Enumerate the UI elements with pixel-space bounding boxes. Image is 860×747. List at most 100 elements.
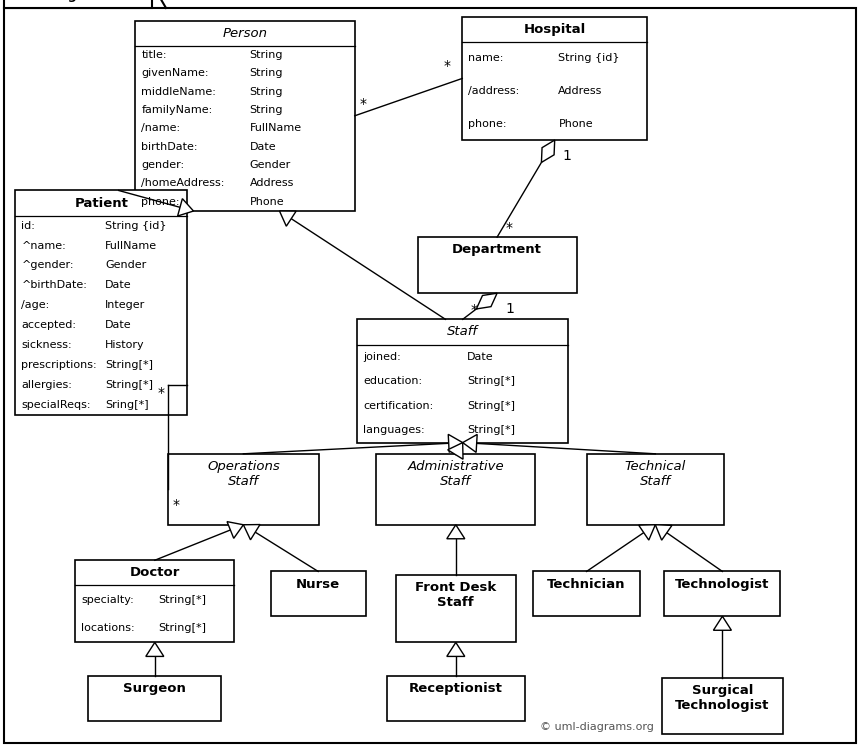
Text: /age:: /age: <box>22 300 50 310</box>
Text: Department: Department <box>452 244 542 256</box>
Text: id:: id: <box>22 220 35 231</box>
Text: String {id}: String {id} <box>558 53 620 63</box>
Text: sickness:: sickness: <box>22 340 72 350</box>
Text: /name:: /name: <box>141 123 181 134</box>
Polygon shape <box>447 524 464 539</box>
Polygon shape <box>714 616 731 630</box>
Text: Gender: Gender <box>105 261 146 270</box>
Polygon shape <box>448 434 463 452</box>
Text: Date: Date <box>105 320 132 330</box>
Text: String: String <box>249 50 283 60</box>
Text: *: * <box>505 221 512 235</box>
Text: Address: Address <box>558 86 603 96</box>
Text: Integer: Integer <box>105 300 145 310</box>
Text: languages:: languages: <box>363 425 425 436</box>
Bar <box>88 676 222 721</box>
Text: String[*]: String[*] <box>105 360 153 370</box>
Text: *: * <box>359 97 366 111</box>
Polygon shape <box>448 442 463 459</box>
Text: *: * <box>443 60 451 73</box>
Text: Technician: Technician <box>547 577 626 591</box>
Text: Date: Date <box>105 280 132 291</box>
Text: allergies:: allergies: <box>22 379 72 390</box>
Bar <box>358 320 568 442</box>
Text: familyName:: familyName: <box>141 105 212 115</box>
Text: String: String <box>249 87 283 96</box>
Text: ^gender:: ^gender: <box>22 261 74 270</box>
Text: *: * <box>157 385 164 400</box>
Bar <box>377 454 535 525</box>
Text: middleName:: middleName: <box>141 87 217 96</box>
Text: *: * <box>470 303 477 317</box>
Text: String: String <box>249 68 283 78</box>
Text: 1: 1 <box>562 149 572 163</box>
Text: Technical
Staff: Technical Staff <box>624 460 686 488</box>
Bar <box>418 238 576 293</box>
Text: Doctor: Doctor <box>130 566 180 580</box>
Text: ^name:: ^name: <box>22 241 66 250</box>
Text: title:: title: <box>141 50 167 60</box>
Text: Receptionist: Receptionist <box>408 682 503 695</box>
Bar <box>664 571 781 616</box>
Bar <box>135 20 354 211</box>
Text: Date: Date <box>467 352 494 362</box>
Text: /homeAddress:: /homeAddress: <box>141 179 224 188</box>
Polygon shape <box>463 435 477 453</box>
Text: String[*]: String[*] <box>105 379 153 390</box>
Text: Phone: Phone <box>558 119 593 128</box>
Bar <box>15 190 187 415</box>
Polygon shape <box>476 293 497 309</box>
Bar <box>387 676 525 721</box>
Text: 1: 1 <box>505 303 514 316</box>
Polygon shape <box>542 140 555 162</box>
Polygon shape <box>178 199 194 216</box>
Polygon shape <box>227 521 243 539</box>
Bar <box>168 454 318 525</box>
Text: name:: name: <box>468 53 504 63</box>
Text: birthDate:: birthDate: <box>141 142 198 152</box>
Text: String[*]: String[*] <box>158 623 206 633</box>
Text: Gender: Gender <box>249 160 291 170</box>
Text: /address:: /address: <box>468 86 519 96</box>
Text: Person: Person <box>223 27 267 40</box>
Text: Hospital: Hospital <box>524 23 586 36</box>
Polygon shape <box>639 524 655 540</box>
Text: © uml-diagrams.org: © uml-diagrams.org <box>540 722 654 732</box>
Text: Administrative
Staff: Administrative Staff <box>408 460 504 488</box>
Text: joined:: joined: <box>363 352 401 362</box>
Text: String[*]: String[*] <box>467 425 515 436</box>
Text: phone:: phone: <box>141 197 180 207</box>
Text: locations:: locations: <box>81 623 135 633</box>
Text: String[*]: String[*] <box>158 595 206 604</box>
Text: String: String <box>249 105 283 115</box>
Bar <box>463 17 648 140</box>
Text: class Organization: class Organization <box>12 0 141 2</box>
Text: Surgeon: Surgeon <box>123 682 187 695</box>
Text: Address: Address <box>249 179 294 188</box>
Text: Staff: Staff <box>447 326 478 338</box>
Bar <box>587 454 724 525</box>
Text: FullName: FullName <box>105 241 157 250</box>
Text: Nurse: Nurse <box>296 577 341 591</box>
Text: phone:: phone: <box>468 119 507 128</box>
Bar <box>662 678 783 734</box>
Text: ^birthDate:: ^birthDate: <box>22 280 88 291</box>
Text: gender:: gender: <box>141 160 185 170</box>
Text: String[*]: String[*] <box>467 376 515 386</box>
Text: Patient: Patient <box>75 196 128 210</box>
Text: Technologist: Technologist <box>675 577 770 591</box>
Text: Date: Date <box>249 142 276 152</box>
Bar <box>533 571 640 616</box>
Polygon shape <box>655 524 672 540</box>
Text: Operations
Staff: Operations Staff <box>207 460 280 488</box>
Text: String[*]: String[*] <box>467 401 515 411</box>
Text: specialty:: specialty: <box>81 595 134 604</box>
Text: certification:: certification: <box>363 401 433 411</box>
Bar <box>271 571 366 616</box>
Text: String {id}: String {id} <box>105 220 167 231</box>
Bar <box>4 0 152 8</box>
Text: education:: education: <box>363 376 422 386</box>
Text: accepted:: accepted: <box>22 320 77 330</box>
Polygon shape <box>146 642 163 657</box>
Text: Phone: Phone <box>249 197 284 207</box>
